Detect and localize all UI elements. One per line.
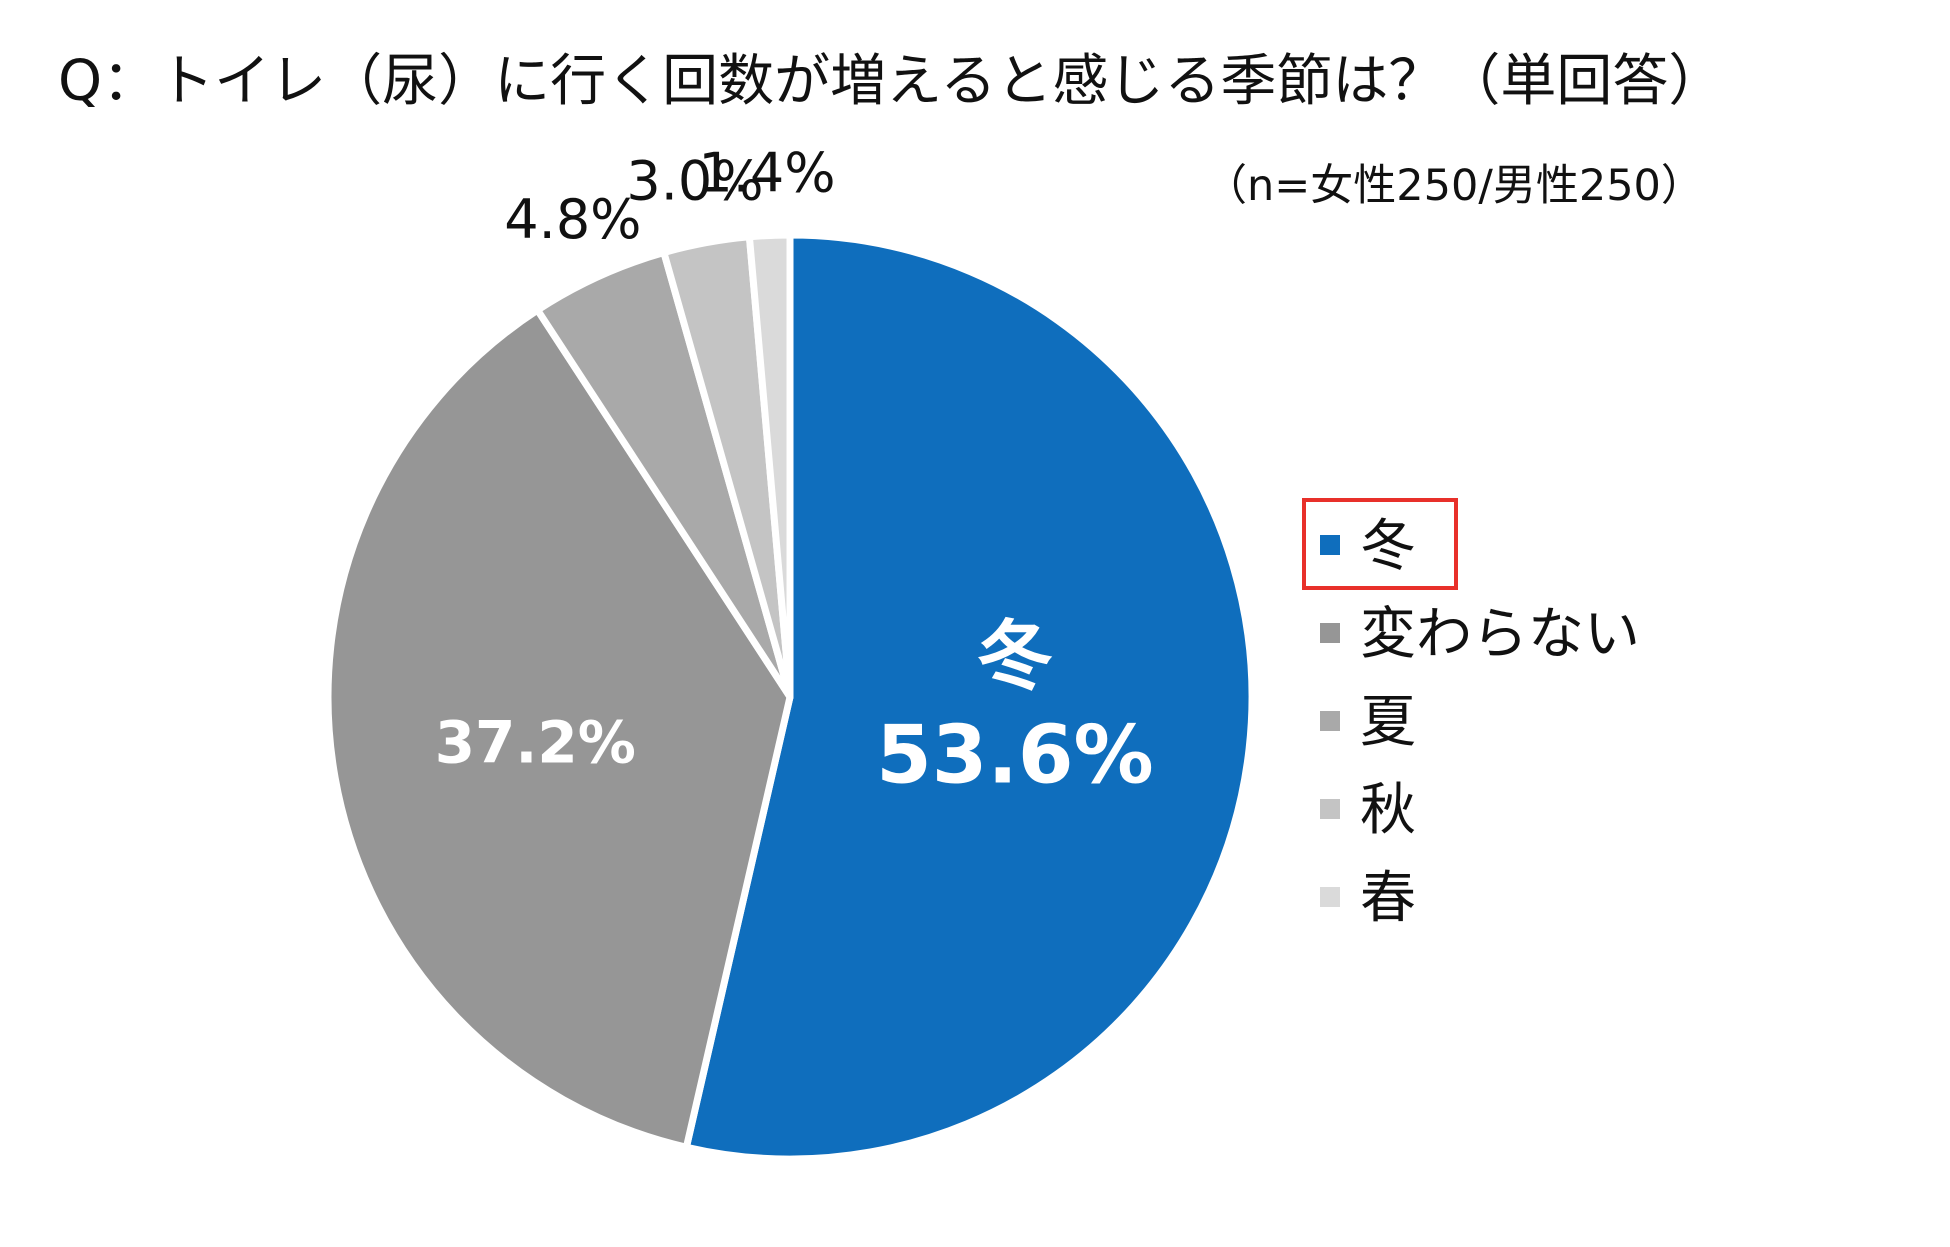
legend-label-5: 春 <box>1360 866 1416 931</box>
pie-slice-2 <box>324 306 794 1151</box>
legend-label-1: 冬 <box>1360 514 1416 579</box>
legend-swatch-5 <box>1320 887 1340 907</box>
slice-label-2: 37.2% <box>435 708 636 776</box>
chart-title: Q：トイレ（尿）に行く回数が増えると感じる季節は？（単回答） <box>58 49 1724 114</box>
pie-slice-5 <box>745 231 794 701</box>
legend-label-2: 変わらない <box>1360 602 1640 667</box>
legend-swatch-4 <box>1320 799 1340 819</box>
slice-label-5: 1.4% <box>698 142 835 205</box>
legend-swatch-3 <box>1320 711 1340 731</box>
slice-label-3: 4.8% <box>504 188 641 251</box>
legend-highlight-box <box>1302 498 1458 590</box>
slice-labels: 53.6% 37.2% 4.8%3.0%1.4% 冬 <box>435 142 1154 802</box>
sample-size-note: （n=女性250/男性250） <box>1204 161 1704 211</box>
legend-swatch-2 <box>1320 623 1340 643</box>
slice-category-label: 冬 <box>977 612 1053 701</box>
legend-label-4: 秋 <box>1360 778 1416 843</box>
legend-label-3: 夏 <box>1360 690 1416 755</box>
slice-label-1: 53.6% <box>876 709 1154 802</box>
pie-slices <box>324 231 1256 1163</box>
legend-swatch-1 <box>1320 535 1340 555</box>
pie-slice-1 <box>682 231 1256 1163</box>
slice-label-4: 3.0% <box>626 150 763 213</box>
